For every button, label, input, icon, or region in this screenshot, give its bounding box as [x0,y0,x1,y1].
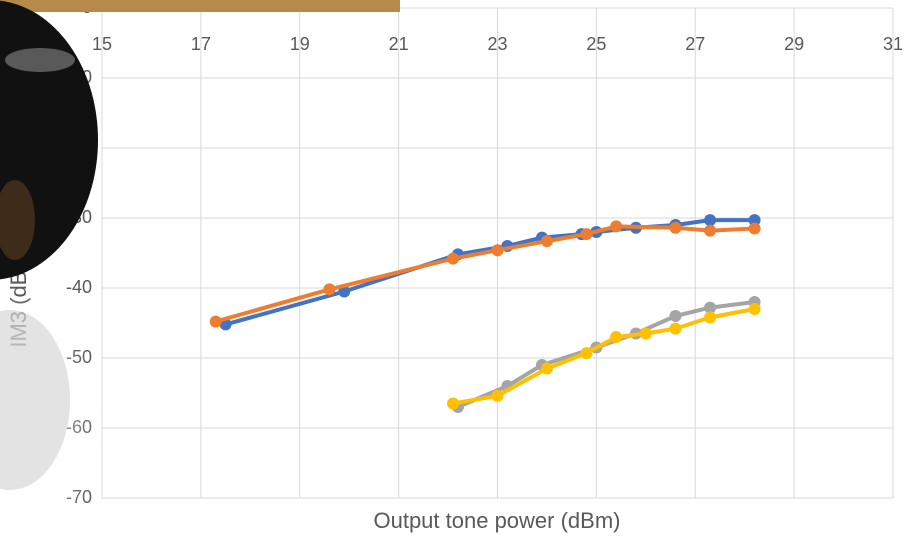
x-tick-label: 31 [883,34,903,54]
data-point [492,390,504,402]
data-point [669,222,681,234]
data-point [492,244,504,256]
data-point [210,316,222,328]
data-point [447,253,459,265]
data-point [580,228,592,240]
chart: Output tone power (dBm) IM3 (dBc) 151719… [0,0,914,541]
x-tick-label: 23 [487,34,507,54]
series-line [216,226,755,321]
data-point [610,220,622,232]
data-point [749,223,761,235]
data-point [447,398,459,410]
data-point [704,311,716,323]
data-point [704,225,716,237]
x-tick-label: 15 [92,34,112,54]
photo-strip [0,0,400,12]
x-tick-label: 19 [290,34,310,54]
data-point [749,303,761,315]
data-point [669,323,681,335]
data-point [640,328,652,340]
data-point [704,214,716,226]
x-tick-label: 27 [685,34,705,54]
x-tick-label: 25 [586,34,606,54]
data-point [669,310,681,322]
y-tick-label: -40 [66,277,92,297]
photo-highlight [5,48,75,72]
data-point [541,235,553,247]
x-tick-label: 29 [784,34,804,54]
data-point [610,331,622,343]
data-point [323,283,335,295]
data-point [580,347,592,359]
x-tick-label: 21 [389,34,409,54]
x-tick-label: 17 [191,34,211,54]
series-line [226,220,755,324]
x-axis-label: Output tone power (dBm) [373,508,620,533]
data-point [541,363,553,375]
photo-overlay [0,0,400,541]
